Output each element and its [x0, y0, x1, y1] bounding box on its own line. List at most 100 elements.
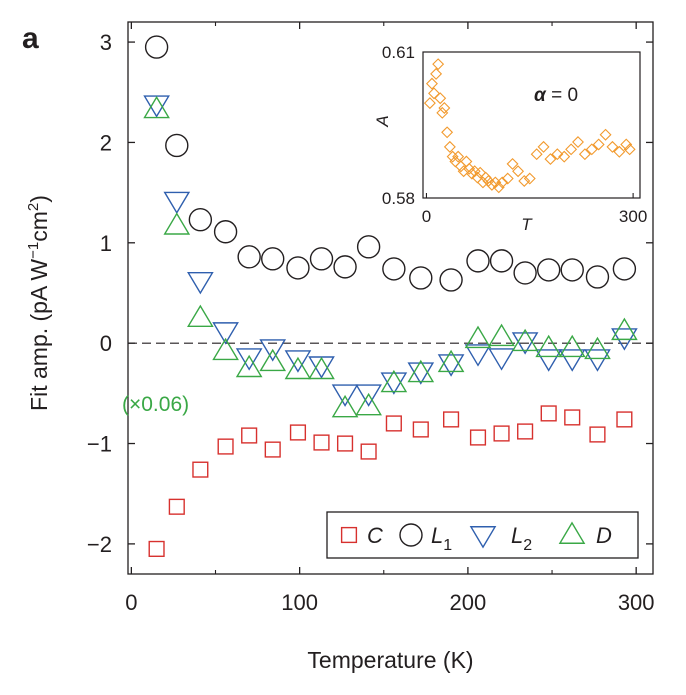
legend-label-text: L — [431, 523, 443, 548]
inset-data-point — [620, 138, 633, 151]
legend-label-text: L — [511, 523, 523, 548]
data-point-triangle-up — [259, 348, 287, 372]
data-point-circle — [188, 208, 213, 232]
x-axis-label: Temperature (K) — [307, 647, 473, 673]
data-point-square — [385, 415, 402, 432]
legend-marker-triangle-down — [469, 526, 497, 549]
data-point-triangle-down — [235, 348, 263, 371]
y-tick-label: 0 — [100, 331, 112, 356]
inset-data-point — [446, 150, 459, 163]
data-point-circle — [536, 258, 561, 282]
inset-data-point — [457, 165, 470, 178]
inset-data-point — [430, 67, 443, 80]
inset-data-point — [623, 143, 636, 156]
data-point-triangle-up — [407, 359, 435, 383]
x-tick-label: 200 — [450, 590, 487, 615]
data-point-triangle-down — [212, 322, 239, 345]
inset-data-point — [434, 92, 447, 105]
x-tick-label: 300 — [618, 590, 655, 615]
data-point-square — [412, 421, 429, 438]
inset-data-point — [438, 101, 451, 114]
inset-x-axis-label: T — [521, 215, 533, 234]
main-plot: −2 −1 0 1 2 3 0 100 200 300 Temperature (K) Fit amp… — [25, 21, 655, 673]
data-point-circle — [261, 247, 285, 271]
inset-data-point — [572, 136, 584, 149]
inset-data-point — [530, 148, 543, 161]
y-tick-label: −2 — [87, 532, 112, 557]
inset-y-tick-label: 0.58 — [382, 189, 415, 208]
inset-data-point — [452, 150, 465, 163]
y-axis-label-text: Fit amp. (pA W — [26, 259, 52, 411]
data-point-square — [616, 411, 633, 428]
legend-label-sub: 2 — [523, 537, 532, 554]
data-point-square — [289, 424, 307, 441]
inset-data-point — [425, 77, 438, 90]
legend: C L1 L2 D — [326, 511, 639, 559]
inset-annotation: α = 0 — [534, 85, 578, 106]
data-point-triangle-down — [163, 191, 191, 215]
data-point-circle — [612, 257, 637, 281]
data-point-triangle-up — [488, 323, 515, 347]
data-point-square — [168, 498, 185, 515]
inset-plot: 0.58 0.61 0 300 T Aα = 0 — [373, 43, 647, 234]
inset-x-tick-label: 300 — [619, 207, 647, 226]
data-point-square — [493, 425, 510, 442]
series-square — [148, 405, 633, 557]
data-point-square — [241, 427, 258, 444]
data-point-triangle-down — [355, 384, 382, 407]
inset-y-axis-label: A — [373, 115, 392, 127]
data-point-triangle-up — [584, 336, 611, 360]
inset-data-point — [496, 176, 509, 189]
data-point-square — [217, 438, 234, 455]
data-point-triangle-up — [611, 317, 638, 341]
inset-data-point — [441, 126, 454, 139]
series-triangle-down — [143, 95, 638, 407]
inset-data-point — [518, 174, 531, 187]
data-point-triangle-up — [511, 328, 539, 352]
data-point-triangle-down — [407, 362, 435, 385]
data-point-triangle-up — [235, 354, 263, 378]
inset-data-point — [512, 165, 525, 178]
data-point-triangle-down — [143, 95, 170, 118]
data-point-circle — [333, 255, 357, 279]
legend-label-text: D — [596, 523, 612, 548]
inset-data-point — [423, 97, 436, 110]
inset-data-point — [599, 128, 612, 141]
data-point-circle — [513, 261, 537, 285]
data-point-triangle-up — [163, 212, 191, 235]
y-axis-label-sup: 2 — [25, 203, 42, 211]
data-point-square — [192, 461, 209, 478]
inset-data-point — [463, 162, 476, 175]
inset-annotation-value: = 0 — [546, 85, 578, 106]
inset-y-tick-label: 0.61 — [382, 43, 415, 62]
inset-annotation-symbol: α — [534, 85, 547, 106]
inset-data-point — [565, 143, 578, 156]
inset-data-point — [476, 176, 489, 189]
data-point-square — [442, 411, 460, 428]
data-point-triangle-up — [464, 325, 492, 349]
data-point-triangle-down — [464, 344, 492, 367]
data-point-circle — [165, 133, 189, 158]
data-point-square — [336, 435, 354, 452]
y-tick-label: 2 — [100, 130, 112, 155]
legend-label: D — [596, 523, 612, 548]
inset-data-point — [544, 153, 557, 166]
data-point-circle — [309, 247, 334, 271]
y-tick-label: 3 — [100, 30, 112, 55]
data-point-circle — [213, 220, 238, 244]
y-tick-label: 1 — [100, 231, 112, 256]
data-point-triangle-up — [355, 392, 382, 416]
inset-data-point — [506, 157, 519, 170]
data-point-triangle-down — [558, 349, 586, 372]
inset-series — [423, 58, 636, 194]
legend-label-text: C — [367, 523, 383, 548]
data-point-triangle-up — [284, 356, 312, 380]
main-plot-frame — [127, 21, 654, 575]
legend-marker-square — [340, 526, 358, 544]
data-point-triangle-down — [511, 332, 539, 355]
data-point-circle — [439, 268, 463, 292]
data-point-circle — [356, 235, 381, 259]
data-point-square — [264, 441, 281, 458]
data-point-triangle-down — [488, 348, 515, 371]
inset-data-point — [613, 145, 626, 158]
